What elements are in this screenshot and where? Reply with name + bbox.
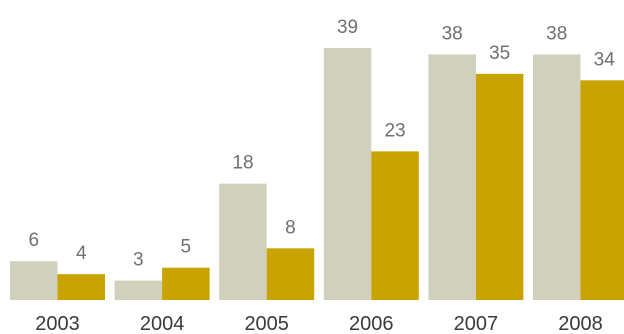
data-label-2003-series-2: 4 <box>76 243 87 264</box>
bar-2007-series-2 <box>475 73 524 300</box>
x-tick-label-2003: 2003 <box>35 313 80 334</box>
data-label-2005-series-1: 18 <box>232 153 253 174</box>
bar-2003-series-2 <box>57 274 105 300</box>
bar-2006-series-1 <box>323 48 372 300</box>
bars-group <box>10 48 624 301</box>
bar-2005-series-2 <box>266 248 315 300</box>
bar-2005-series-1 <box>219 183 267 300</box>
x-tick-label-2006: 2006 <box>349 313 394 334</box>
x-tick-label-2007: 2007 <box>454 313 499 334</box>
data-label-2006-series-2: 23 <box>384 120 405 141</box>
data-label-2007-series-1: 38 <box>442 23 463 44</box>
x-tick-labels-group: 2003 2004 2005 2006 2007 2008 <box>35 313 603 334</box>
data-label-2004-series-2: 5 <box>181 237 192 258</box>
data-label-2008-series-1: 38 <box>546 23 567 44</box>
data-label-2004-series-1: 3 <box>133 250 144 271</box>
x-tick-label-2008: 2008 <box>558 313 603 334</box>
bar-2006-series-2 <box>371 151 419 300</box>
x-tick-label-2005: 2005 <box>244 313 289 334</box>
data-label-2008-series-2: 34 <box>594 49 616 70</box>
data-label-2007-series-2: 35 <box>489 43 510 64</box>
bar-2003-series-1 <box>10 261 58 300</box>
data-label-2005-series-2: 8 <box>285 217 296 238</box>
bar-2008-series-1 <box>533 54 581 301</box>
bar-2007-series-1 <box>428 54 476 301</box>
bar-2004-series-2 <box>162 267 210 300</box>
data-label-2006-series-1: 39 <box>337 17 358 38</box>
bar-2008-series-2 <box>580 80 624 300</box>
data-label-2003-series-1: 6 <box>28 230 39 251</box>
x-tick-label-2004: 2004 <box>140 313 185 334</box>
bar-2004-series-1 <box>114 280 163 300</box>
